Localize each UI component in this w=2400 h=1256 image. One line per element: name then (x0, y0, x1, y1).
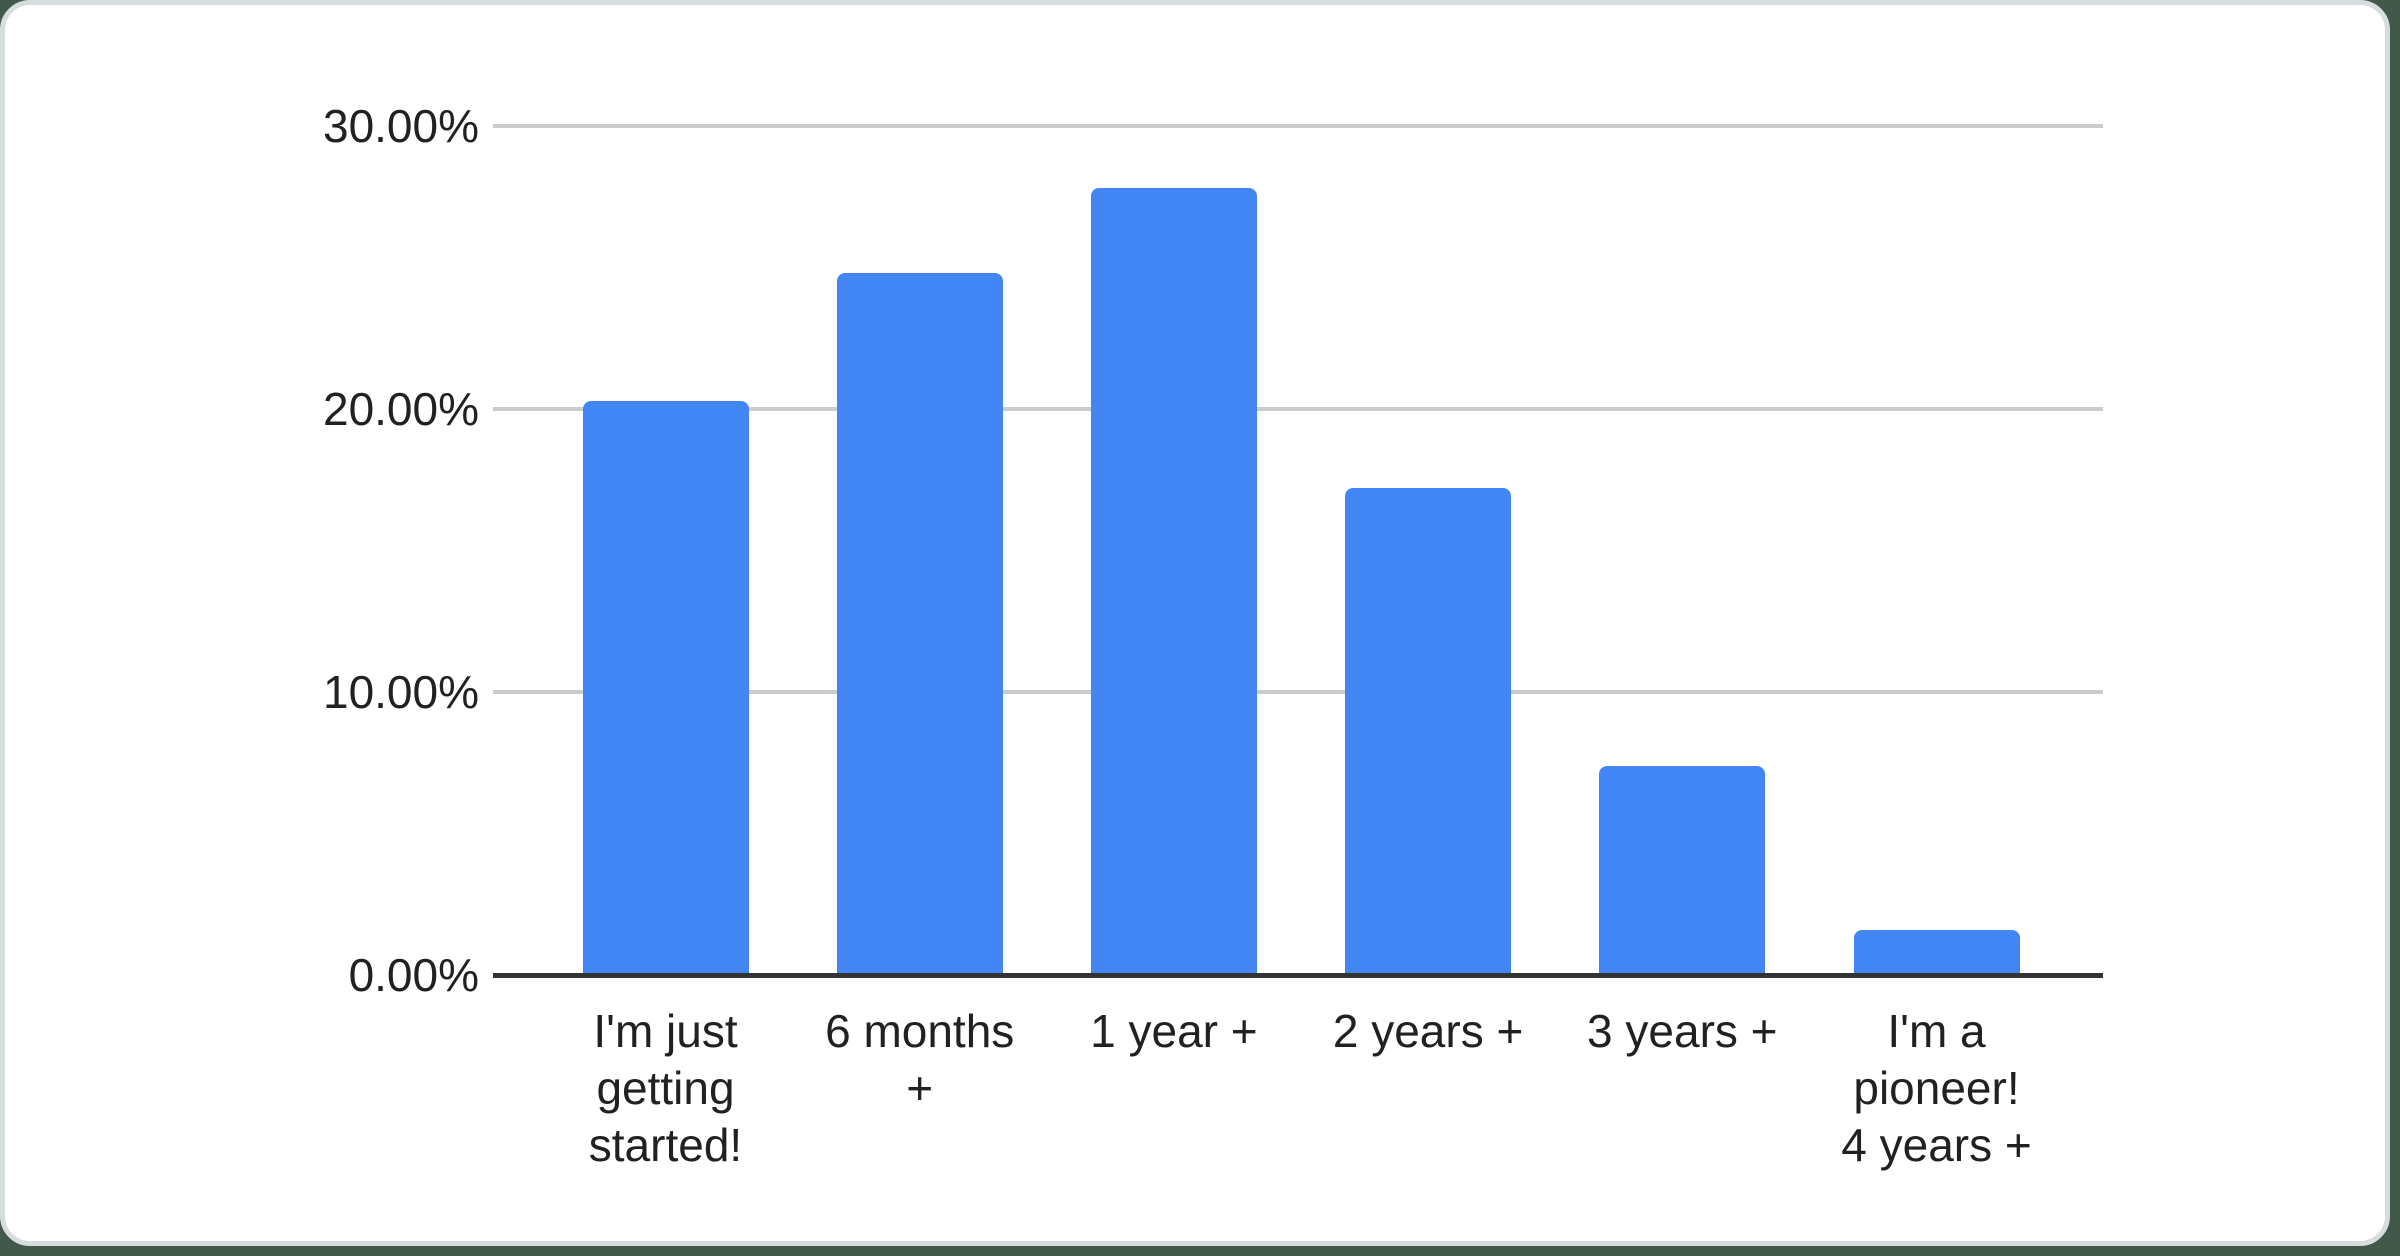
y-axis-tick-label: 10.00% (322, 666, 479, 718)
gridline-10 (493, 690, 2103, 694)
x-axis-tick-label: I'm a pioneer! 4 years + (1841, 1005, 2032, 1171)
bar-2 (836, 273, 1003, 978)
gridline-20 (493, 407, 2103, 411)
bar-6 (1853, 929, 2020, 978)
y-axis-tick-label: 30.00% (322, 100, 479, 152)
y-axis-tick-label: 0.00% (348, 949, 479, 1001)
bar-3 (1090, 188, 1257, 978)
x-axis-tick-label: 2 years + (1332, 1005, 1524, 1057)
x-axis-tick-label: 3 years + (1587, 1005, 1778, 1057)
plot-area (493, 124, 2103, 978)
bar-1 (582, 400, 749, 978)
x-axis-tick-label: I'm just getting started! (588, 1005, 743, 1171)
x-axis-line (493, 973, 2103, 978)
x-axis-tick-label: 1 year + (1090, 1005, 1258, 1057)
y-axis-tick-label: 20.00% (322, 383, 479, 435)
x-axis-tick-label: 6 months + (825, 1005, 1015, 1114)
bar-5 (1599, 765, 1766, 978)
gridline-30 (493, 124, 2103, 128)
bar-4 (1345, 488, 1512, 978)
